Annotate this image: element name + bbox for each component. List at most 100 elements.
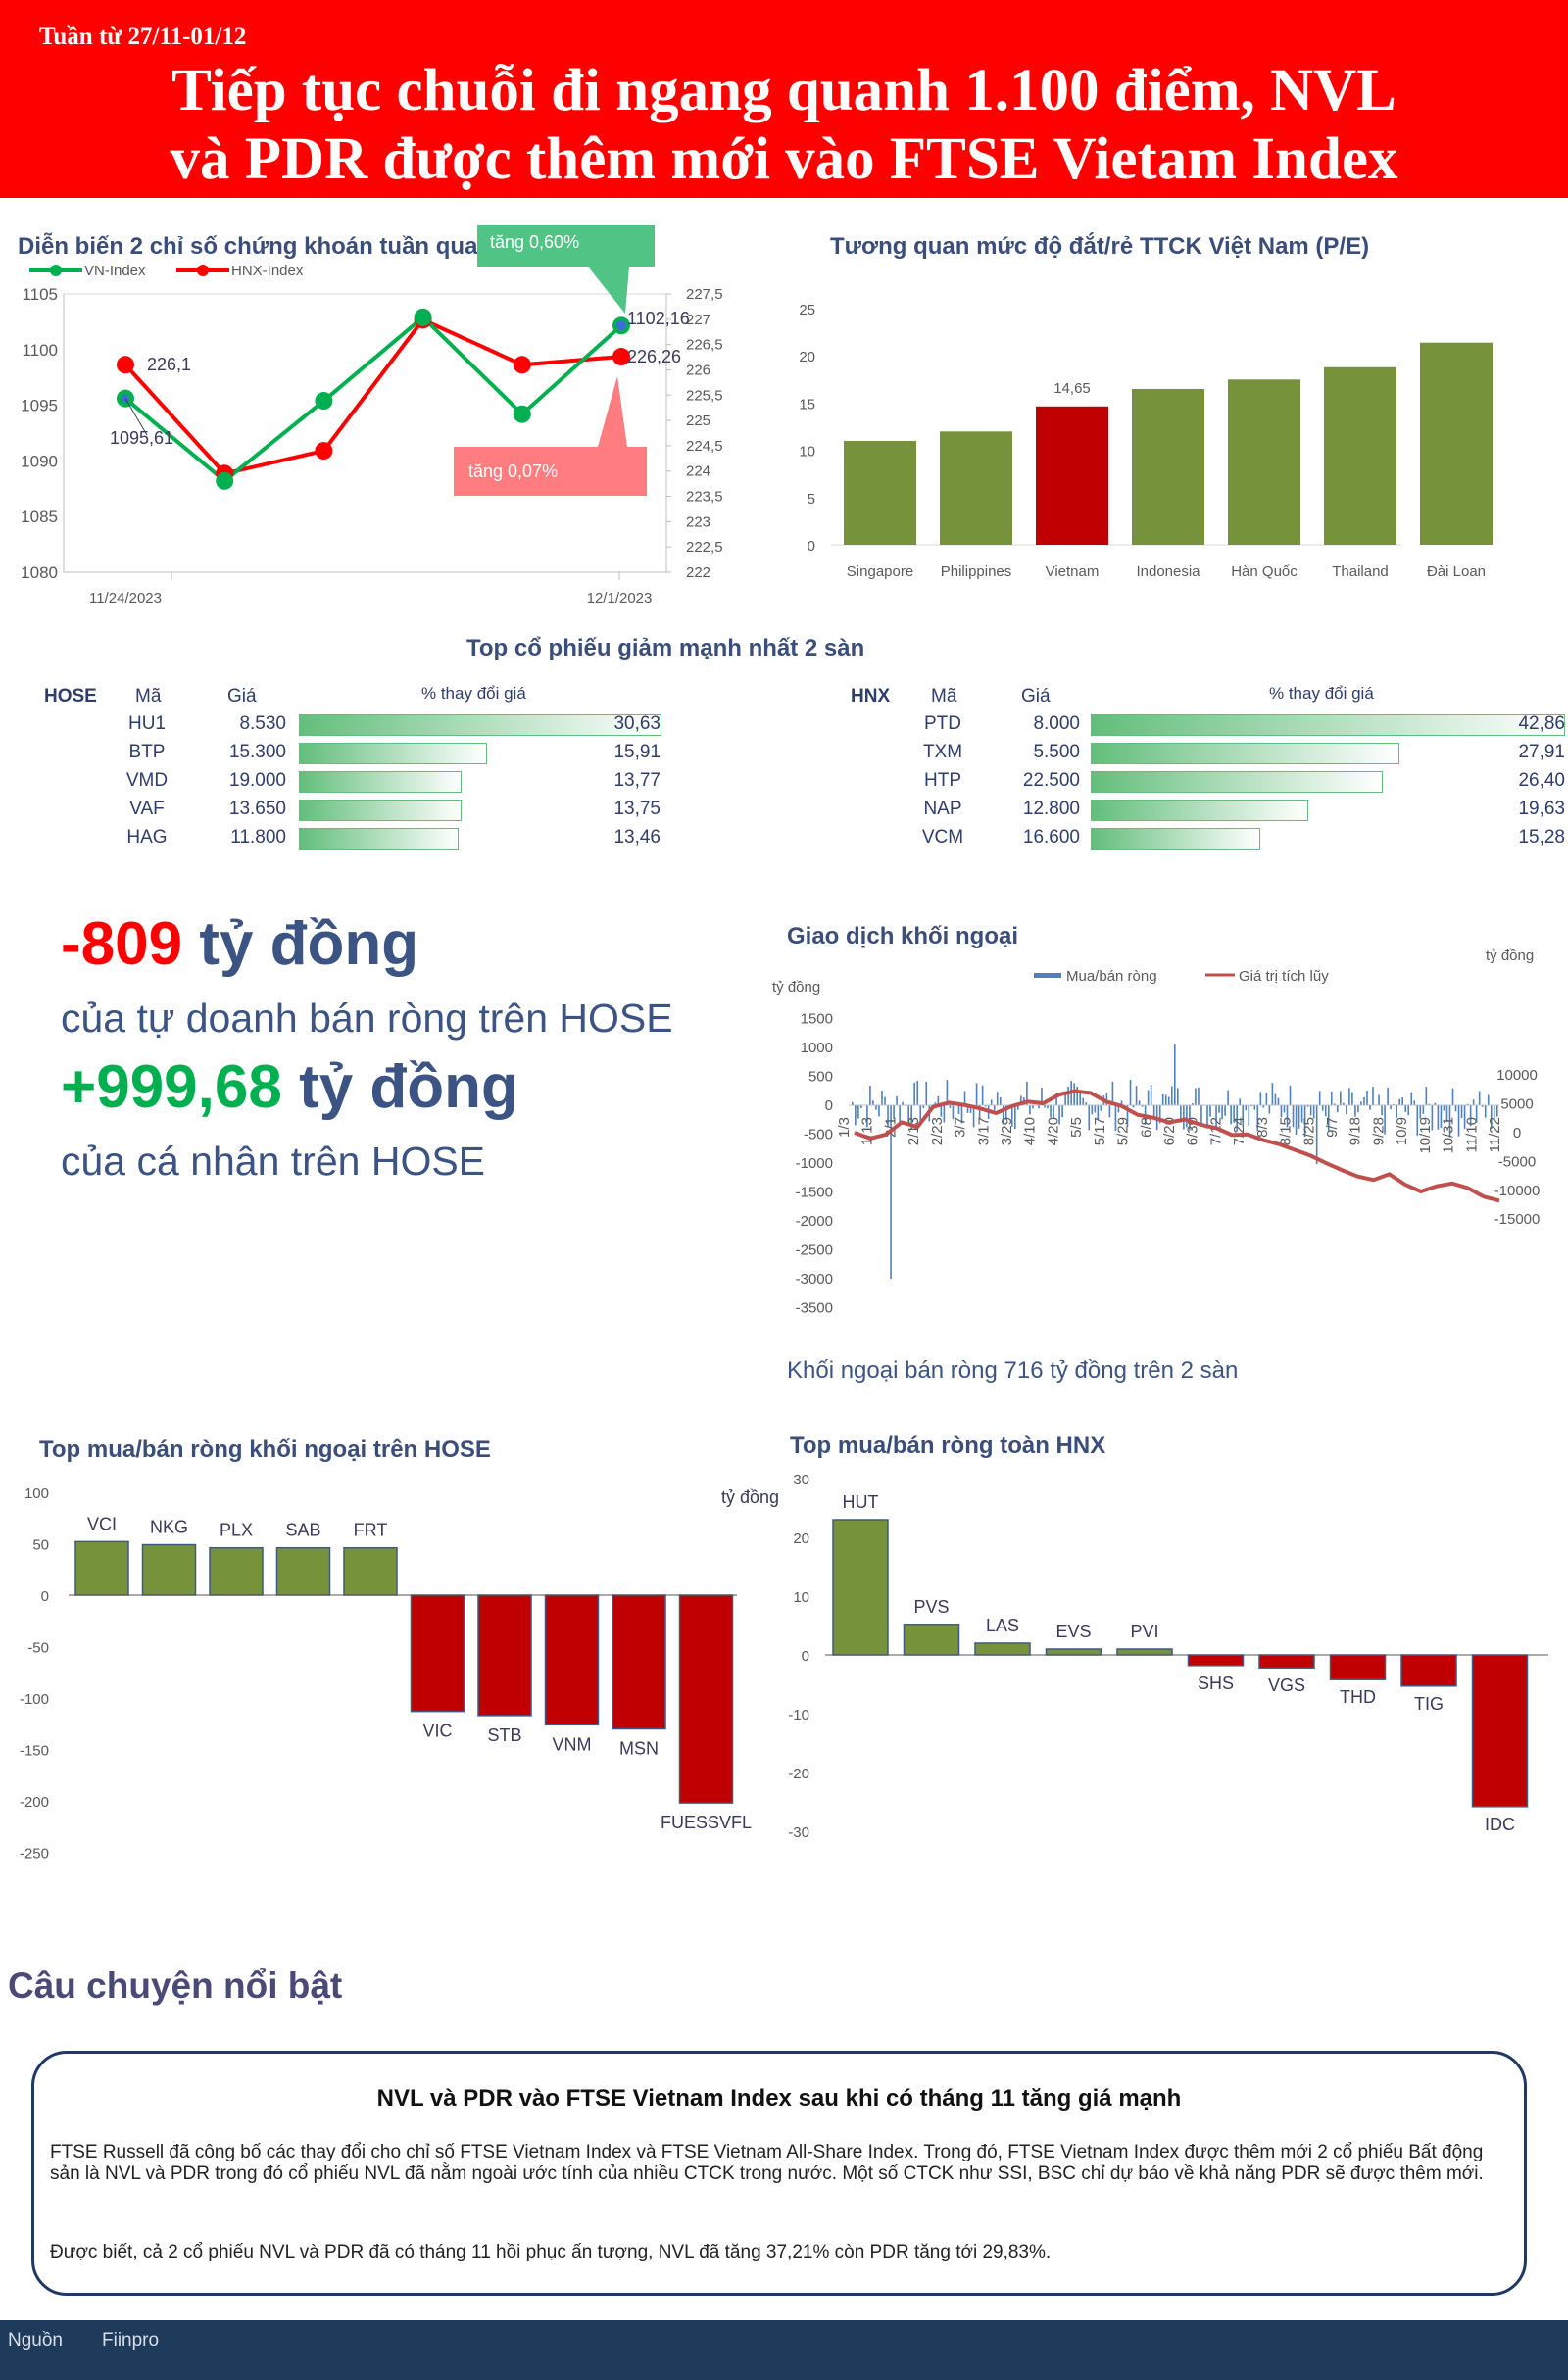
- net-flow-bar: [887, 1105, 889, 1128]
- pe-bar-indonesia: [1132, 388, 1204, 545]
- ticker-code: NAP: [923, 799, 962, 819]
- net-flow-bar: [1268, 1105, 1271, 1114]
- net-flow-bar: [1404, 1105, 1407, 1112]
- net-flow-bar: [1283, 1105, 1286, 1113]
- net-flow-bar: [1300, 1105, 1303, 1123]
- y-right-tick-label: 223,5: [686, 489, 723, 506]
- hnx-index-point: [513, 356, 531, 374]
- net-flow-bar: [855, 1105, 857, 1126]
- net-flow-bar: [1004, 1105, 1007, 1120]
- hose-net-bar-vci: [74, 1540, 129, 1596]
- hnx-index-line: [123, 316, 622, 476]
- pe-bar-philippines: [940, 431, 1012, 545]
- ticker-price: 13.650: [228, 799, 286, 819]
- net-flow-bar: [1330, 1091, 1333, 1105]
- hnx-net-label: LAS: [986, 1616, 1019, 1635]
- hose-net-bar-sab: [275, 1546, 331, 1596]
- hose-net-label: SAB: [285, 1521, 320, 1540]
- col-code-header: Mã: [135, 686, 162, 706]
- hnx-net-label: TIG: [1414, 1694, 1444, 1714]
- net-flow-bar: [1413, 1100, 1416, 1105]
- net-flow-bar: [1002, 1105, 1004, 1125]
- net-flow-bar: [1495, 1105, 1498, 1117]
- ticker-price: 22.500: [1022, 770, 1080, 791]
- vn-index-point: [513, 405, 531, 423]
- net-flow-bar: [899, 1105, 901, 1124]
- net-flow-bar: [1253, 1105, 1256, 1110]
- pe-bar-hàn-quốc: [1228, 379, 1300, 545]
- net-flow-bar: [1242, 1105, 1245, 1127]
- net-flow-bar: [1289, 1085, 1292, 1105]
- pe-y-tick-label: 20: [799, 349, 815, 365]
- net-flow-bar: [1082, 1097, 1085, 1105]
- foreign-date-label: 11/10: [1463, 1117, 1480, 1152]
- net-flow-bar: [1366, 1091, 1368, 1105]
- net-flow-bar: [1117, 1105, 1120, 1113]
- foreign-date-label: 7/12: [1207, 1117, 1224, 1145]
- foreign-date-label: 2/23: [929, 1117, 946, 1145]
- net-flow-bar: [1363, 1096, 1365, 1105]
- foreign-date-label: 1/3: [836, 1117, 853, 1138]
- net-flow-bar: [1277, 1097, 1280, 1105]
- hose-net-y-tick: -200: [20, 1794, 49, 1811]
- pe-vietnam-value-label: 14,65: [1054, 380, 1091, 397]
- pe-category-label: Vietnam: [1046, 563, 1100, 580]
- ticker-code: VAF: [129, 799, 165, 819]
- change-value: 30,63: [613, 713, 661, 734]
- foreign-date-label: 8/15: [1278, 1117, 1295, 1145]
- net-flow-bar: [949, 1105, 952, 1108]
- net-flow-bar: [1360, 1101, 1362, 1105]
- net-flow-bar: [1053, 1105, 1054, 1119]
- net-flow-bar: [1475, 1105, 1478, 1123]
- hose-net-label: PLX: [220, 1521, 253, 1540]
- foreign-y-left-tick: 1500: [801, 1011, 833, 1028]
- net-flow-bar: [940, 1105, 943, 1117]
- net-flow-bar: [1337, 1105, 1339, 1113]
- change-value: 26,40: [1518, 770, 1565, 791]
- net-flow-bar: [1451, 1088, 1454, 1105]
- hose-net-bar-msn: [612, 1594, 666, 1730]
- net-flow-bar: [907, 1105, 909, 1123]
- net-flow-bar: [1407, 1105, 1410, 1116]
- col-price-header: Giá: [1021, 686, 1051, 706]
- hnx-index-point: [612, 348, 630, 366]
- y-left-tick-label: 1090: [21, 452, 58, 470]
- vn-index-point: [216, 471, 234, 490]
- net-flow-bar: [1085, 1102, 1088, 1105]
- prop-value: -809: [61, 910, 183, 978]
- change-bar: [1091, 800, 1308, 821]
- net-flow-bar: [1038, 1105, 1040, 1109]
- hose-net-bar-nkg: [141, 1543, 197, 1596]
- ticker-price: 11.800: [230, 827, 286, 848]
- net-flow-bar: [1448, 1105, 1451, 1138]
- net-flow-bar: [1245, 1105, 1248, 1111]
- net-flow-bar: [1250, 1105, 1253, 1107]
- net-flow-bar: [1017, 1105, 1019, 1110]
- vn-index-point: [315, 392, 333, 411]
- hnx-net-y-tick: -20: [788, 1766, 809, 1782]
- net-flow-bar: [1321, 1105, 1324, 1111]
- y-right-tick-label: 223: [686, 513, 710, 530]
- legend-vnindex-label: VN-Index: [84, 263, 146, 279]
- net-flow-bar: [1422, 1105, 1425, 1114]
- y-left-tick-label: 1105: [22, 285, 58, 304]
- foreign-date-label: 8/3: [1254, 1117, 1271, 1138]
- net-flow-bar: [1446, 1105, 1448, 1122]
- net-flow-bar: [984, 1105, 987, 1107]
- hnx-net-label: PVS: [913, 1597, 949, 1617]
- ticker-price: 8.530: [239, 713, 286, 734]
- net-flow-bar: [1303, 1105, 1306, 1138]
- hnx-net-bar-evs: [1045, 1648, 1102, 1656]
- ticker-code: VMD: [125, 770, 169, 791]
- index-chart: 1080 1085 1090 1095 1100 1105 222 222,5 223 223,5…: [21, 225, 723, 607]
- net-flow-bar: [1463, 1105, 1466, 1129]
- exchange-label: HNX: [851, 686, 891, 706]
- story-paragraph-1: FTSE Russell đã công bố các thay đổi cho…: [50, 2142, 1484, 2184]
- hose-net-bar-vic: [410, 1594, 466, 1713]
- net-flow-bar: [1309, 1105, 1312, 1116]
- net-flow-bar: [1398, 1098, 1400, 1105]
- net-flow-bar: [1105, 1093, 1108, 1105]
- net-flow-bar: [1396, 1105, 1397, 1118]
- ticker-code: BTP: [128, 742, 166, 762]
- legend-vnindex-marker: [50, 265, 62, 276]
